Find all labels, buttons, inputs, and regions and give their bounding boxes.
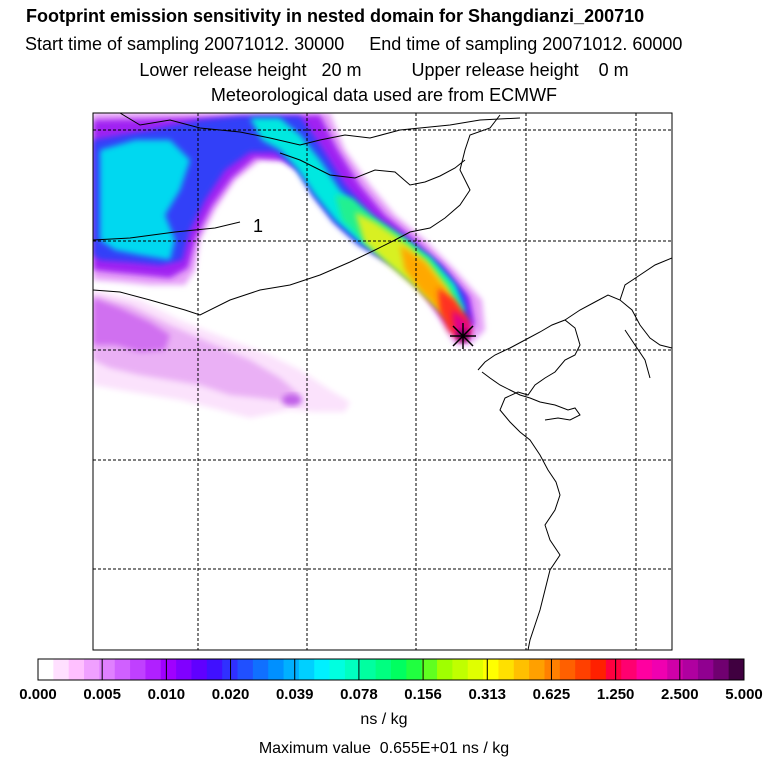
coast-east (564, 294, 672, 349)
chart-title: Footprint emission sensitivity in nested… (26, 6, 645, 26)
graticule (93, 113, 672, 650)
maximum-value: Maximum value 0.655E+01 ns / kg (258, 740, 510, 757)
colorbar-tick-label: 0.156 (404, 686, 442, 703)
colorbar-units: ns / kg (360, 711, 408, 728)
colorbar-tick-label: 0.313 (468, 686, 507, 703)
coast-northeast (619, 257, 672, 301)
colorbar-tick-label: 0.010 (147, 686, 186, 703)
colorbar-tick-label: 5.000 (725, 686, 763, 703)
sensitivity-field (93, 113, 485, 418)
coast-korea (477, 319, 581, 650)
border-north (119, 113, 521, 146)
met-data-source: Meteorological data used are from ECMWF (210, 85, 558, 105)
colorbar-tick-label: 0.039 (275, 686, 314, 703)
plume-violet-west (93, 298, 170, 352)
colorbar-tick-label: 0.625 (532, 686, 571, 703)
region-label: 1 (253, 216, 263, 236)
release-heights: Lower release height 20 m Upper release … (139, 60, 629, 80)
colorbar-tick-label: 0.078 (340, 686, 378, 703)
colorbar-tick-label: 2.500 (661, 686, 699, 703)
colorbar-tick-label: 1.250 (596, 686, 635, 703)
coast-island (624, 329, 651, 379)
sampling-times: Start time of sampling 20071012. 30000 E… (25, 34, 683, 54)
colorbar-tick-label: 0.020 (211, 686, 250, 703)
colorbar-tick-label: 0.005 (83, 686, 121, 703)
colorbar-tick-label: 0.000 (19, 686, 57, 703)
receptor-star-icon (450, 323, 476, 349)
coastlines (93, 113, 672, 650)
border-west (93, 221, 241, 241)
plume-blob-south (282, 394, 302, 406)
border-mongolia (93, 114, 501, 316)
plume-northwest-cyan (100, 140, 190, 260)
coast-peninsula (481, 371, 581, 421)
map-frame (92, 112, 673, 651)
border-inner (279, 152, 466, 186)
